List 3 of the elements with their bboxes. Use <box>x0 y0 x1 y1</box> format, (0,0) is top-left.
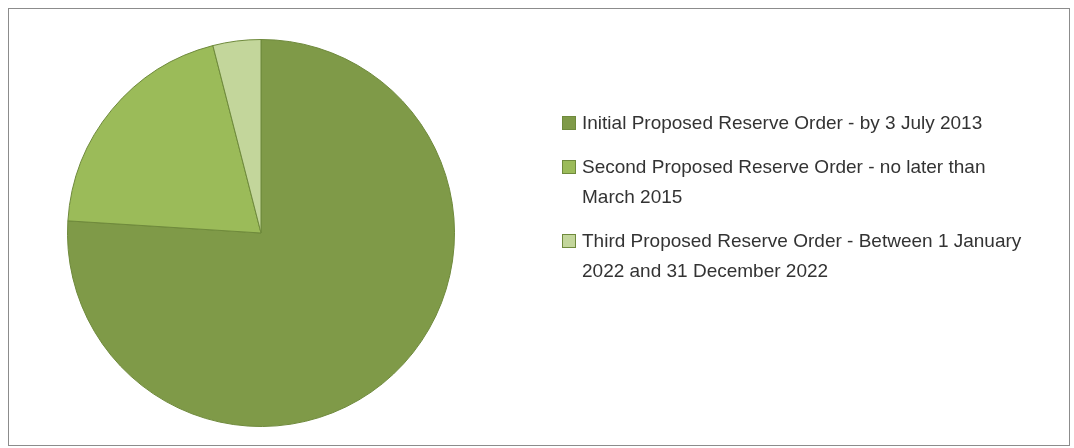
legend-label: Initial Proposed Reserve Order - by 3 July 2013 <box>582 111 983 135</box>
legend-label: Second Proposed Reserve Order - no later than March 2015 <box>582 155 987 209</box>
legend-label: Third Proposed Reserve Order - Between 1 January 2022 and 31 December 2022 <box>582 229 1023 283</box>
